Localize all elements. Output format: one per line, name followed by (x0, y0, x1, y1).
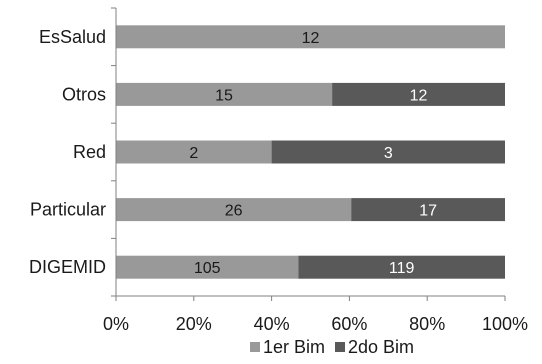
category-label: DIGEMID (29, 257, 106, 277)
data-label: 119 (389, 260, 415, 277)
legend-label: 2do Bim (348, 337, 414, 357)
bar-segment (116, 140, 272, 164)
data-label: 15 (215, 87, 233, 104)
axes (111, 7, 505, 297)
data-label: 2 (189, 145, 198, 162)
bars-group: 12 15 12 2 3 26 17 105 119 (116, 25, 505, 279)
x-tick-label: 20% (176, 314, 212, 334)
legend-label: 1er Bim (263, 337, 325, 357)
data-label: 17 (419, 203, 437, 220)
x-tick-label: 60% (331, 314, 367, 334)
legend-swatch (335, 342, 345, 352)
category-labels: EsSalud Otros Red Particular DIGEMID (29, 27, 106, 277)
bar-segment (351, 198, 505, 222)
bar-segment (298, 255, 505, 279)
data-label: 12 (302, 30, 320, 47)
bar-segment (332, 82, 505, 106)
x-axis-ticks: 0% 20% 40% 60% 80% 100% (103, 296, 528, 334)
category-label: Particular (30, 200, 106, 220)
data-label: 105 (194, 260, 221, 277)
data-label: 26 (225, 203, 243, 220)
bar-segment (271, 140, 505, 164)
legend: 1er Bim 2do Bim (250, 337, 414, 357)
x-tick-label: 80% (409, 314, 445, 334)
x-tick-label: 0% (103, 314, 129, 334)
data-label: 3 (384, 145, 393, 162)
legend-swatch (250, 342, 260, 352)
category-label: Otros (62, 84, 106, 104)
category-label: Red (73, 142, 106, 162)
data-label: 12 (410, 87, 428, 104)
bar-segment (116, 82, 333, 106)
bar-segment (116, 25, 505, 49)
x-tick-label: 100% (482, 314, 528, 334)
bar-segment (116, 255, 299, 279)
bar-segment (116, 198, 352, 222)
category-label: EsSalud (39, 27, 106, 47)
x-tick-label: 40% (254, 314, 290, 334)
